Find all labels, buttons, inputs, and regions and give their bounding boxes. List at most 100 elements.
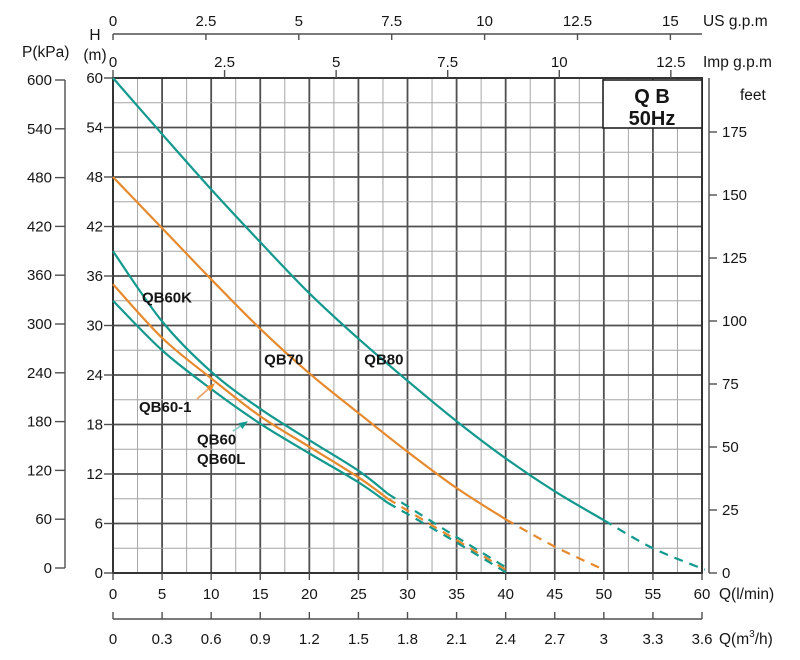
- pressure-tick-label: 60: [35, 511, 52, 528]
- leader-line-1: [232, 425, 241, 432]
- curve-qb70-solid: [112, 176, 507, 521]
- flow-lmin-tick-label: 45: [546, 586, 563, 603]
- pressure-tick-label: 240: [27, 365, 52, 382]
- curve-qb80-dashed: [603, 519, 706, 571]
- flow-lmin-tick-label: 40: [497, 586, 514, 603]
- head-tick-label: 18: [86, 417, 103, 434]
- curve-label-qb60: QB60: [197, 431, 236, 448]
- curve-qb60k-solid: [112, 250, 389, 495]
- head-tick-label: 54: [86, 120, 103, 137]
- flow-lmin-tick-label: 35: [448, 586, 465, 603]
- us-gpm-tick-label: 15: [662, 13, 679, 30]
- us-gpm-tick-label: 10: [476, 13, 493, 30]
- feet-tick-label: 150: [722, 187, 747, 204]
- pressure-tick-label: 600: [27, 72, 52, 89]
- imp-gpm-tick-label: 10: [551, 54, 568, 71]
- curve-qb60-1-solid: [112, 283, 389, 500]
- flow-lmin-tick-label: 60: [694, 586, 711, 603]
- flow-m3h-tick-label: 0.9: [250, 631, 271, 648]
- curve-label-qb60l: QB60L: [197, 451, 245, 468]
- curve-label-qb80: QB80: [364, 351, 403, 368]
- feet-axis-title: feet: [740, 87, 767, 104]
- curve-label-qb60k: QB60K: [142, 289, 192, 306]
- curve-qb80-solid: [112, 77, 605, 522]
- head-tick-label: 12: [86, 466, 103, 483]
- flow-m3h-tick-label: 3: [600, 631, 608, 648]
- head-tick-label: 30: [86, 318, 103, 335]
- chart-title-model: Q B: [634, 86, 670, 108]
- curve-label-qb70: QB70: [264, 351, 303, 368]
- chart-title-frequency: 50Hz: [629, 108, 676, 130]
- flow-lmin-tick-label: 5: [158, 586, 166, 603]
- curve-labels: QB60K QB70 QB80 QB60-1 QB60 QB60L: [139, 289, 403, 468]
- flow-m3h-tick-label: 0: [109, 631, 117, 648]
- head-tick-label: 6: [95, 516, 103, 533]
- curve-qb60-qb60l-dashed: [387, 501, 507, 574]
- flow-lmin-tick-label: 20: [301, 586, 318, 603]
- us-gpm-tick-label: 12.5: [563, 13, 592, 30]
- head-tick-label: 0: [95, 565, 103, 582]
- flow-m3h-tick-label: 0.6: [201, 631, 222, 648]
- flow-lmin-tick-label: 50: [595, 586, 612, 603]
- feet-tick-label: 0: [722, 565, 730, 582]
- flow-m3h-tick-label: 2.4: [495, 631, 516, 648]
- feet-tick-label: 50: [722, 439, 739, 456]
- label-leader-arrows: [196, 383, 248, 432]
- pressure-tick-label: 120: [27, 462, 52, 479]
- feet-tick-label: 75: [722, 376, 739, 393]
- leader-arrowhead-0: [205, 383, 215, 392]
- flow-m3h-tick-label: 2.7: [544, 631, 565, 648]
- flow-m3h-axis-title: Q(m3/h): [719, 629, 773, 648]
- imp-gpm-tick-label: 7.5: [437, 54, 458, 71]
- flow-lmin-tick-label: 25: [350, 586, 367, 603]
- head-tick-label: 24: [86, 367, 103, 384]
- feet-tick-label: 25: [722, 502, 739, 519]
- leader-line-0: [196, 388, 209, 400]
- feet-tick-label: 175: [722, 124, 747, 141]
- head-tick-label: 48: [86, 169, 103, 186]
- m3h-title-rest: /h): [755, 631, 773, 648]
- pressure-tick-label: 360: [27, 267, 52, 284]
- flow-lmin-tick-label: 10: [203, 586, 220, 603]
- flow-lmin-tick-label: 55: [645, 586, 662, 603]
- m3h-title-sup: 3: [749, 629, 755, 640]
- title-box: Q B 50Hz: [602, 79, 703, 130]
- pressure-axis-title: P(kPa): [22, 44, 69, 61]
- feet-tick-label: 100: [722, 313, 747, 330]
- flow-m3h-tick-label: 3.6: [692, 631, 713, 648]
- flow-lmin-tick-label: 15: [252, 586, 269, 603]
- curve-qb70-dashed: [505, 518, 605, 571]
- pressure-tick-label: 180: [27, 414, 52, 431]
- pressure-tick-label: 480: [27, 170, 52, 187]
- us-gpm-tick-label: 0: [109, 13, 117, 30]
- flow-lmin-axis-title: Q(l/min): [719, 586, 774, 603]
- axes-ticks: [55, 33, 717, 620]
- head-tick-label: 42: [86, 219, 103, 236]
- us-gpm-axis-title: US g.p.m: [703, 13, 768, 30]
- curve-qb60-qb60l-solid: [112, 299, 389, 504]
- flow-m3h-tick-label: 0.3: [152, 631, 173, 648]
- pressure-tick-label: 300: [27, 316, 52, 333]
- flow-m3h-tick-label: 2.1: [446, 631, 467, 648]
- flow-m3h-tick-label: 1.2: [299, 631, 320, 648]
- imp-gpm-tick-label: 0: [109, 54, 117, 71]
- us-gpm-tick-label: 7.5: [381, 13, 402, 30]
- head-tick-label: 36: [86, 268, 103, 285]
- head-tick-label: 60: [86, 70, 103, 87]
- curve-label-qb60-1: QB60-1: [139, 399, 192, 416]
- us-gpm-tick-label: 5: [295, 13, 303, 30]
- imp-gpm-tick-label: 12.5: [656, 54, 685, 71]
- flow-m3h-tick-label: 1.8: [397, 631, 418, 648]
- imp-gpm-tick-label: 2.5: [214, 54, 235, 71]
- flow-m3h-tick-label: 1.5: [348, 631, 369, 648]
- curve-qb60-1-dashed: [387, 497, 507, 571]
- imp-gpm-tick-label: 5: [332, 54, 340, 71]
- feet-tick-label: 125: [722, 250, 747, 267]
- pressure-tick-label: 0: [44, 560, 52, 577]
- flow-m3h-tick-label: 3.3: [642, 631, 663, 648]
- m3h-title-base: Q(m: [719, 631, 749, 648]
- grid: [112, 77, 703, 574]
- flow-lmin-tick-label: 0: [109, 586, 117, 603]
